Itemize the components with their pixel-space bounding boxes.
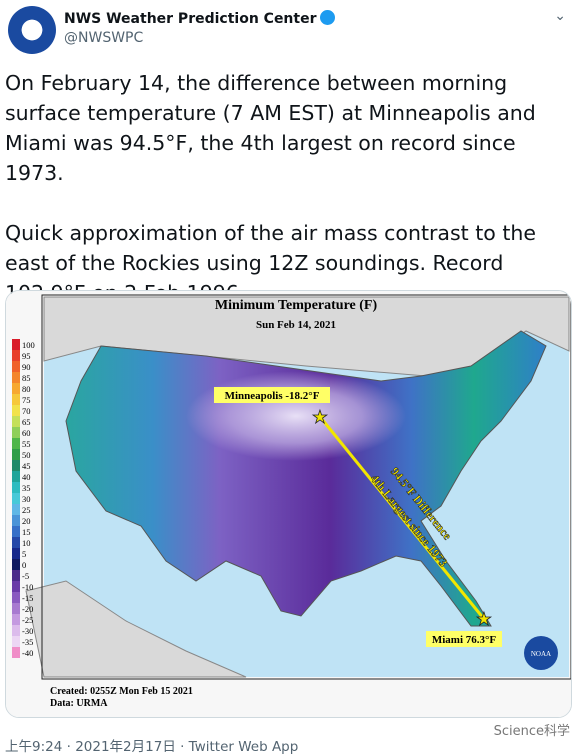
legend-label: 40 <box>22 472 31 482</box>
legend-swatch <box>12 372 20 383</box>
legend-swatch <box>12 405 20 416</box>
legend-swatch <box>12 438 20 449</box>
legend-swatch <box>12 460 20 471</box>
legend-label: 15 <box>22 527 31 537</box>
legend-label: -10 <box>22 582 33 592</box>
legend-label: 10 <box>22 538 31 548</box>
map-image: Minimum Temperature (F) Sun Feb 14, 2021… <box>6 291 571 717</box>
legend-swatch <box>12 394 20 405</box>
legend-swatch <box>12 570 20 581</box>
legend-swatch <box>12 548 20 559</box>
legend-label: 50 <box>22 450 31 460</box>
legend-swatch <box>12 559 20 570</box>
tweet-text: On February 14, the difference between m… <box>5 68 570 338</box>
cold-area <box>186 371 406 461</box>
legend-label: 70 <box>22 406 31 416</box>
legend-swatch <box>12 350 20 361</box>
legend-label: 55 <box>22 439 31 449</box>
star: ★ <box>476 609 492 629</box>
legend-swatch <box>12 515 20 526</box>
legend-swatch <box>12 592 20 603</box>
star: ★ <box>312 407 328 427</box>
media[interactable]: Minimum Temperature (F) Sun Feb 14, 2021… <box>5 290 572 718</box>
legend-label: -35 <box>22 637 33 647</box>
legend-swatch <box>12 603 20 614</box>
legend-label: 85 <box>22 373 31 383</box>
timestamp: 上午9:24 · 2021年2月17日 · Twitter Web App <box>5 739 299 755</box>
legend-label: -15 <box>22 593 33 603</box>
legend-swatch <box>12 482 20 493</box>
arrow <box>319 417 486 620</box>
legend-swatch <box>12 614 20 625</box>
legend-swatch <box>12 416 20 427</box>
legend-swatch <box>12 504 20 515</box>
legend-swatch <box>12 493 20 504</box>
legend-swatch <box>12 625 20 636</box>
legend-label: 60 <box>22 428 31 438</box>
legend-label: 95 <box>22 351 31 361</box>
noaa-text: NOAA <box>531 650 551 658</box>
noaa-logo <box>524 636 558 670</box>
name-text: NWS Weather Prediction Center <box>64 11 317 27</box>
map-subtitle: Sun Feb 14, 2021 <box>256 319 336 331</box>
label-box <box>426 631 502 647</box>
legend-label: -20 <box>22 604 33 614</box>
legend-swatch <box>12 636 20 647</box>
legend-swatch <box>12 526 20 537</box>
label-box <box>214 387 330 403</box>
account-handle[interactable]: @NWSWPC <box>64 30 144 46</box>
legend-label: 30 <box>22 494 31 504</box>
legend-label: -25 <box>22 615 33 625</box>
legend-label: -30 <box>22 626 33 636</box>
legend-label: 100 <box>22 340 35 350</box>
account-name[interactable]: NWS Weather Prediction Center <box>64 10 335 27</box>
legend-label: -40 <box>22 648 33 658</box>
paragraph: Quick approximation of the air mass cont… <box>5 221 536 305</box>
verified-badge <box>319 10 335 25</box>
source-note: Data: URMA <box>50 698 108 709</box>
map-border <box>41 294 571 680</box>
watermark: Science科学 <box>493 724 570 739</box>
map-title: Minimum Temperature (F) <box>215 298 378 313</box>
legend: 1009590858075706560555045403530252015105… <box>12 339 35 658</box>
legend-swatch <box>12 383 20 394</box>
mexico <box>25 580 247 678</box>
legend-label: 45 <box>22 461 31 471</box>
legend-label: 25 <box>22 505 31 515</box>
legend-swatch <box>12 449 20 460</box>
more-menu[interactable]: ⌄ <box>554 8 566 24</box>
avatar[interactable] <box>8 6 56 54</box>
legend-label: -5 <box>22 571 29 581</box>
minneapolis-label: Minneapolis -18.2°F <box>225 390 320 402</box>
paragraph: On February 14, the difference between m… <box>5 71 536 185</box>
legend-swatch <box>12 361 20 372</box>
legend-label: 20 <box>22 516 31 526</box>
legend-label: 0 <box>22 560 26 570</box>
legend-swatch <box>12 427 20 438</box>
us-land <box>65 330 547 627</box>
legend-label: 90 <box>22 362 31 372</box>
legend-label: 5 <box>22 549 26 559</box>
legend-swatch <box>12 581 20 592</box>
legend-swatch <box>12 647 20 658</box>
legend-swatch <box>12 471 20 482</box>
legend-label: 80 <box>22 384 31 394</box>
legend-swatch <box>12 339 20 350</box>
legend-label: 35 <box>22 483 31 493</box>
legend-label: 65 <box>22 417 31 427</box>
miami-label: Miami 76.3°F <box>432 634 497 646</box>
legend-swatch <box>12 537 20 548</box>
legend-label: 75 <box>22 395 31 405</box>
created-note: Created: 0255Z Mon Feb 15 2021 <box>50 686 193 697</box>
